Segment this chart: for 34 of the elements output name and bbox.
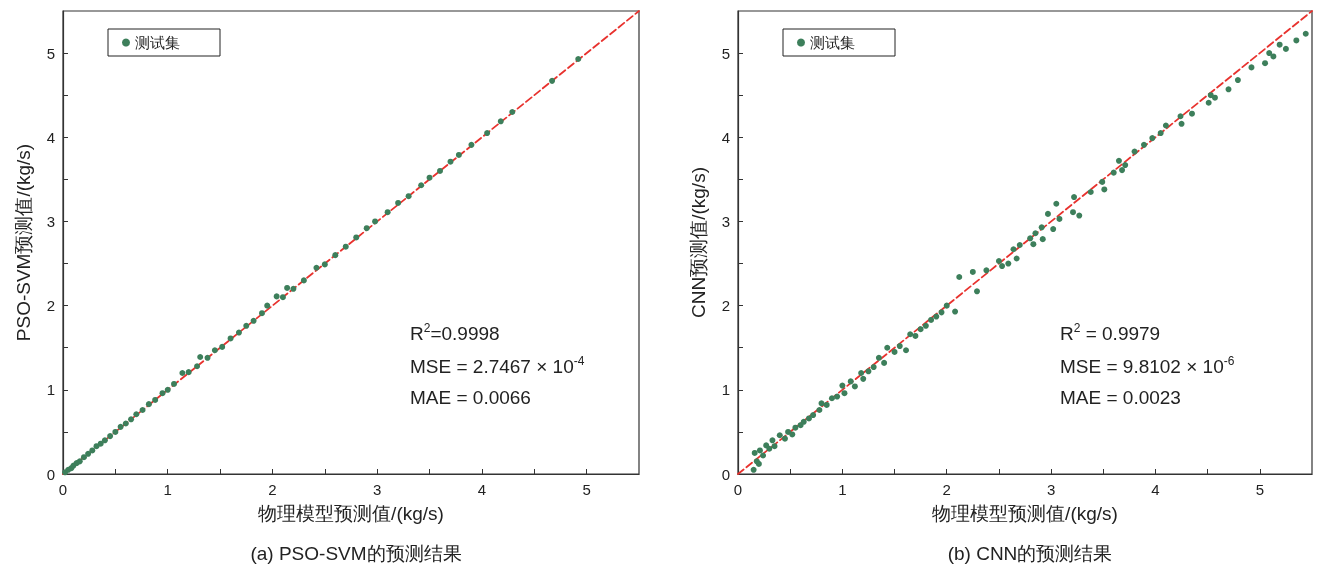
x-tick-label: 5 bbox=[1255, 481, 1264, 498]
y-tick-label: 1 bbox=[721, 381, 730, 399]
x-tick-label: 3 bbox=[373, 481, 382, 498]
x-tick-label: 3 bbox=[1046, 481, 1056, 498]
x-tick-label: 1 bbox=[163, 481, 172, 498]
y-tick-label: 4 bbox=[721, 128, 730, 146]
x-tick-label: 0 bbox=[58, 481, 68, 498]
y-tick-label: 2 bbox=[46, 297, 55, 315]
x-tick-label: 4 bbox=[477, 481, 487, 498]
legend-label: 测试集 bbox=[810, 34, 855, 51]
annotation: MAE = 0.0023 bbox=[1060, 387, 1181, 408]
x-tick-label: 0 bbox=[733, 481, 743, 498]
y-axis-title: CNN预测值/(kg/s) bbox=[688, 167, 709, 318]
x-axis-title: 物理模型预测值/(kg/s) bbox=[932, 503, 1118, 524]
legend-label: 测试集 bbox=[135, 34, 180, 51]
y-tick-label: 2 bbox=[721, 297, 730, 315]
y-axis-title: PSO-SVM预测值/(kg/s) bbox=[13, 143, 34, 342]
text: (b) CNN的预测结果 bbox=[947, 543, 1113, 564]
text: (a) PSO-SVM的预测结果 bbox=[250, 543, 462, 564]
x-tick-label: 5 bbox=[582, 481, 591, 498]
x-tick-label: 2 bbox=[942, 481, 951, 498]
y-tick-label: 1 bbox=[46, 381, 55, 399]
y-tick-label: 3 bbox=[721, 212, 730, 230]
x-tick-label: 2 bbox=[268, 481, 277, 498]
y-tick-label: 3 bbox=[46, 212, 55, 230]
y-tick-label: 0 bbox=[46, 465, 55, 483]
y-tick-label: 0 bbox=[721, 465, 730, 483]
y-tick-label: 5 bbox=[46, 44, 55, 62]
x-tick-label: 1 bbox=[838, 481, 847, 498]
x-axis-title: 物理模型预测值/(kg/s) bbox=[258, 503, 444, 524]
y-tick-label: 4 bbox=[46, 128, 55, 146]
annotation: MAE = 0.0066 bbox=[410, 387, 531, 408]
x-tick-label: 4 bbox=[1151, 481, 1160, 498]
y-tick-label: 5 bbox=[721, 44, 730, 62]
